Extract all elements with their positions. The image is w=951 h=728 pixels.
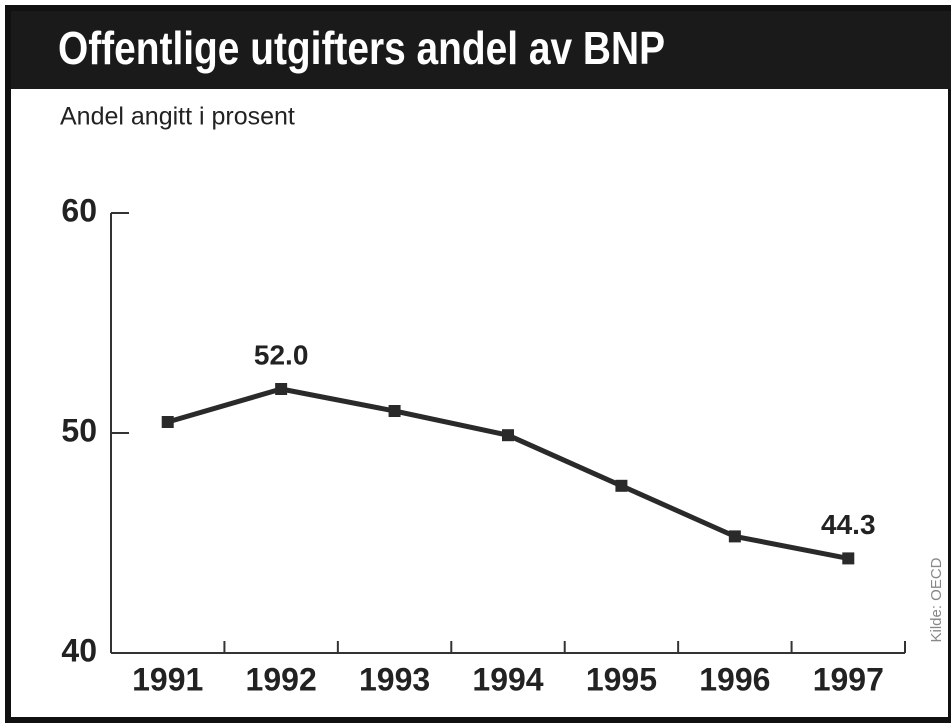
x-tick-label: 1991 bbox=[132, 661, 203, 697]
chart-subtitle: Andel angitt i prosent bbox=[60, 103, 295, 131]
y-tick-label: 60 bbox=[61, 192, 97, 228]
data-label: 44.3 bbox=[821, 509, 876, 540]
marker bbox=[388, 405, 401, 417]
marker bbox=[728, 530, 741, 543]
y-tick-label: 50 bbox=[61, 412, 97, 448]
marker bbox=[161, 416, 174, 428]
x-tick-label: 1997 bbox=[813, 661, 884, 697]
marker bbox=[615, 479, 628, 492]
x-tick-label: 1992 bbox=[246, 661, 317, 697]
marker bbox=[502, 429, 514, 442]
title-bar bbox=[11, 11, 951, 89]
source: Kilde: OECD bbox=[928, 557, 945, 642]
y-tick-label: 40 bbox=[61, 632, 97, 668]
x-tick-label: 1995 bbox=[586, 661, 657, 697]
x-tick-label: 1996 bbox=[699, 661, 770, 697]
data-label: 52.0 bbox=[254, 339, 309, 370]
marker bbox=[275, 383, 288, 395]
x-tick-label: 1993 bbox=[359, 661, 430, 697]
x-tick-label: 1994 bbox=[472, 661, 543, 697]
chart-title: Offentlige utgifters andel av BNP bbox=[58, 22, 665, 74]
marker bbox=[842, 552, 855, 565]
frame bbox=[5, 5, 951, 723]
